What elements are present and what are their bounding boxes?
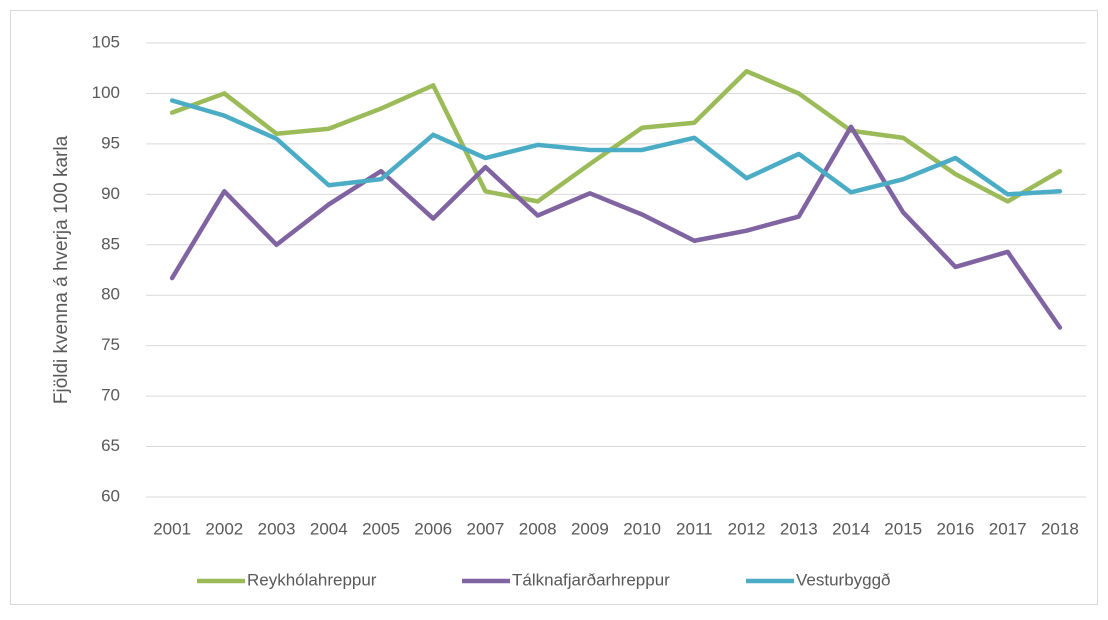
x-tick-label: 2016 <box>937 519 975 538</box>
x-tick-label: 2011 <box>676 519 713 538</box>
x-tick-label: 2014 <box>832 519 870 538</box>
series-line <box>169 98 1063 197</box>
x-tick-label: 2018 <box>1041 519 1079 538</box>
y-axis-label: Fjöldi kvenna á hverja 100 karla <box>51 135 72 404</box>
x-tick-label: 2003 <box>258 519 296 538</box>
y-tick-label: 95 <box>101 133 120 152</box>
y-tick-label: 90 <box>101 184 120 203</box>
x-tick-label: 2012 <box>728 519 766 538</box>
y-tick-label: 85 <box>101 234 120 253</box>
x-tick-label: 2004 <box>310 519 348 538</box>
y-tick-label: 75 <box>101 335 120 354</box>
y-tick-label: 70 <box>101 386 120 405</box>
legend-label: Vesturbyggð <box>796 570 891 589</box>
y-tick-label: 60 <box>101 486 120 505</box>
legend-label: Reykhólahreppur <box>247 570 377 589</box>
x-tick-label: 2002 <box>205 519 243 538</box>
chart-border <box>10 10 1098 605</box>
x-tick-label: 2005 <box>362 519 400 538</box>
y-tick-label: 80 <box>101 285 120 304</box>
series-line <box>169 124 1063 330</box>
y-tick-label: 100 <box>92 83 120 102</box>
x-tick-label: 2013 <box>780 519 818 538</box>
x-tick-label: 2017 <box>989 519 1027 538</box>
y-tick-label: 65 <box>101 436 120 455</box>
x-tick-label: 2006 <box>414 519 452 538</box>
y-tick-label: 105 <box>92 32 120 51</box>
x-tick-label: 2007 <box>467 519 505 538</box>
x-tick-label: 2009 <box>571 519 609 538</box>
legend-label: Tálknafjarðarhreppur <box>512 570 670 589</box>
x-tick-label: 2008 <box>519 519 557 538</box>
x-tick-label: 2001 <box>153 519 191 538</box>
x-tick-label: 2015 <box>884 519 922 538</box>
series-line <box>169 68 1063 204</box>
x-tick-label: 2010 <box>623 519 661 538</box>
